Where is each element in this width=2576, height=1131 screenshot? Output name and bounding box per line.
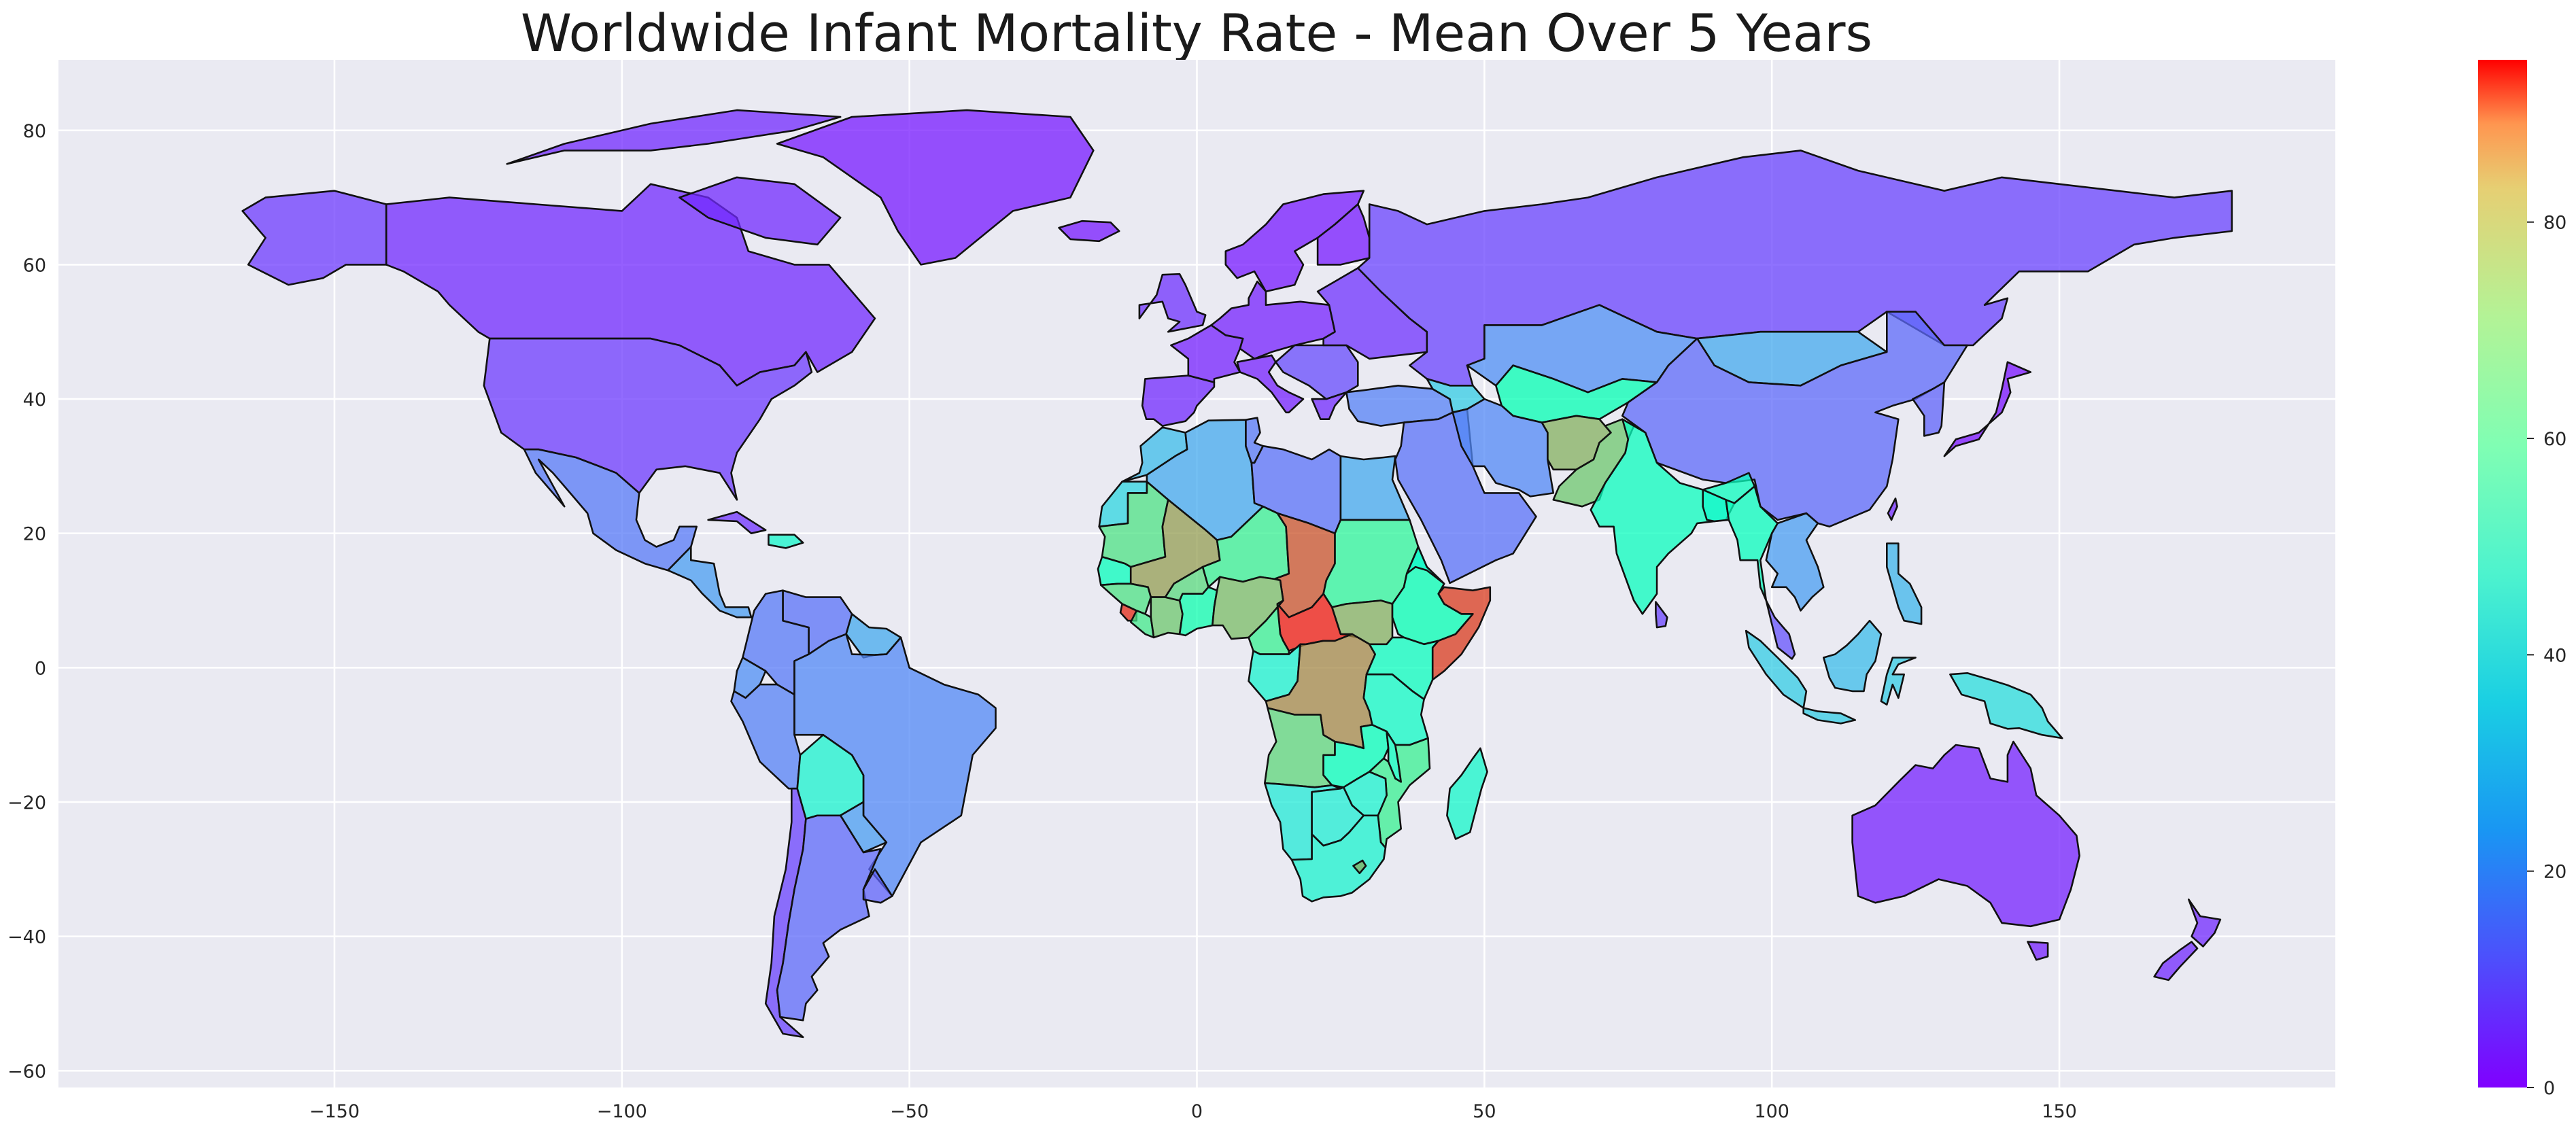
y-tick-label: 40 [23, 389, 46, 411]
country-region [862, 868, 893, 904]
country-region [2027, 941, 2049, 961]
x-tick-label: 150 [2042, 1101, 2077, 1122]
country-region [241, 190, 388, 286]
country-region [1138, 273, 1207, 333]
country-region [1590, 418, 1756, 615]
country-region [793, 633, 997, 897]
country-region [1621, 311, 1968, 528]
y-axis-ticks: −60 −40 −20 0 20 40 60 80 [7, 121, 46, 1083]
country-region [667, 546, 753, 619]
country-region [506, 109, 842, 165]
y-tick-label: 60 [23, 255, 46, 276]
country-region [1823, 619, 1883, 693]
country-region [1446, 747, 1488, 840]
country-region [776, 109, 1095, 266]
y-tick-label: −60 [7, 1061, 46, 1082]
x-axis-ticks: −150 −100 −50 0 50 100 150 [309, 1101, 2077, 1122]
country-region [1452, 398, 1555, 498]
country-region [1949, 672, 2063, 740]
country-region [1912, 381, 1946, 437]
country-region [1880, 657, 1917, 706]
y-tick-label: 80 [23, 121, 46, 142]
country-region [1236, 354, 1305, 414]
country-region [776, 814, 882, 1022]
country-region [1275, 344, 1359, 400]
country-region [1745, 629, 1808, 709]
colorbar-tick-label: 40 [2543, 645, 2566, 666]
colorbar-tick-label: 20 [2543, 862, 2566, 883]
country-region [1405, 546, 1445, 585]
y-tick-label: 0 [35, 658, 46, 679]
colorbar-tick-label: 60 [2543, 429, 2566, 450]
country-region [2153, 941, 2199, 981]
country-region [1431, 586, 1492, 681]
country-region [1943, 361, 2032, 457]
x-tick-label: 50 [1473, 1101, 1496, 1122]
x-tick-label: −50 [890, 1101, 929, 1122]
country-region [1311, 391, 1347, 420]
x-tick-label: −150 [309, 1101, 360, 1122]
colorbar-tick-label: 0 [2543, 1078, 2555, 1099]
x-tick-label: −100 [597, 1101, 647, 1122]
country-region [1725, 485, 1779, 602]
country-region [1802, 707, 1857, 725]
country-shapes [241, 109, 2233, 1039]
y-tick-label: 20 [23, 524, 46, 545]
country-region [679, 176, 842, 246]
x-tick-label: 100 [1754, 1101, 1789, 1122]
country-region [1851, 740, 2080, 928]
colorbar-tick-label: 80 [2543, 213, 2566, 234]
country-region [1765, 599, 1796, 660]
country-region [1150, 596, 1184, 639]
country-region [1248, 599, 1290, 655]
country-region [1655, 601, 1668, 629]
chart-title: Worldwide Infant Mortality Rate - Mean O… [520, 3, 1873, 63]
country-region [2188, 899, 2222, 947]
country-region [839, 801, 888, 854]
country-region [1290, 814, 1387, 903]
x-tick-label: 0 [1191, 1101, 1203, 1122]
colorbar [2478, 60, 2527, 1088]
country-region [1316, 203, 1371, 266]
country-region [707, 510, 767, 534]
country-region [1100, 582, 1152, 615]
country-region [1886, 542, 1923, 625]
country-region [1058, 220, 1120, 243]
country-region [1887, 498, 1898, 521]
country-region [1765, 512, 1825, 612]
y-tick-label: −20 [7, 793, 46, 814]
colorbar-ticks: 0 20 40 60 80 [2527, 213, 2566, 1099]
country-region [1352, 859, 1367, 875]
y-tick-label: −40 [7, 927, 46, 948]
country-region [768, 534, 804, 549]
